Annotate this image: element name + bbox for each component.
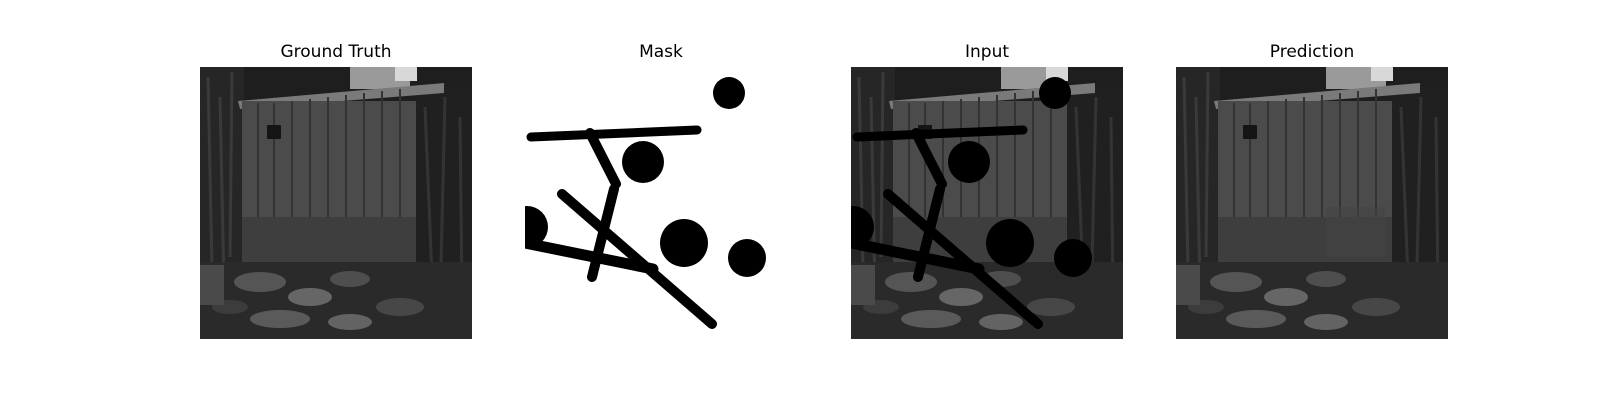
prediction-image: [1176, 67, 1448, 339]
mask-image: [525, 67, 797, 339]
mask-title: Mask: [639, 42, 683, 62]
ground-truth-title: Ground Truth: [280, 42, 392, 62]
input-title: Input: [964, 42, 1010, 62]
input-image: [851, 67, 1123, 339]
ground-truth-image: [200, 67, 472, 339]
prediction-title: Prediction: [1269, 42, 1355, 62]
